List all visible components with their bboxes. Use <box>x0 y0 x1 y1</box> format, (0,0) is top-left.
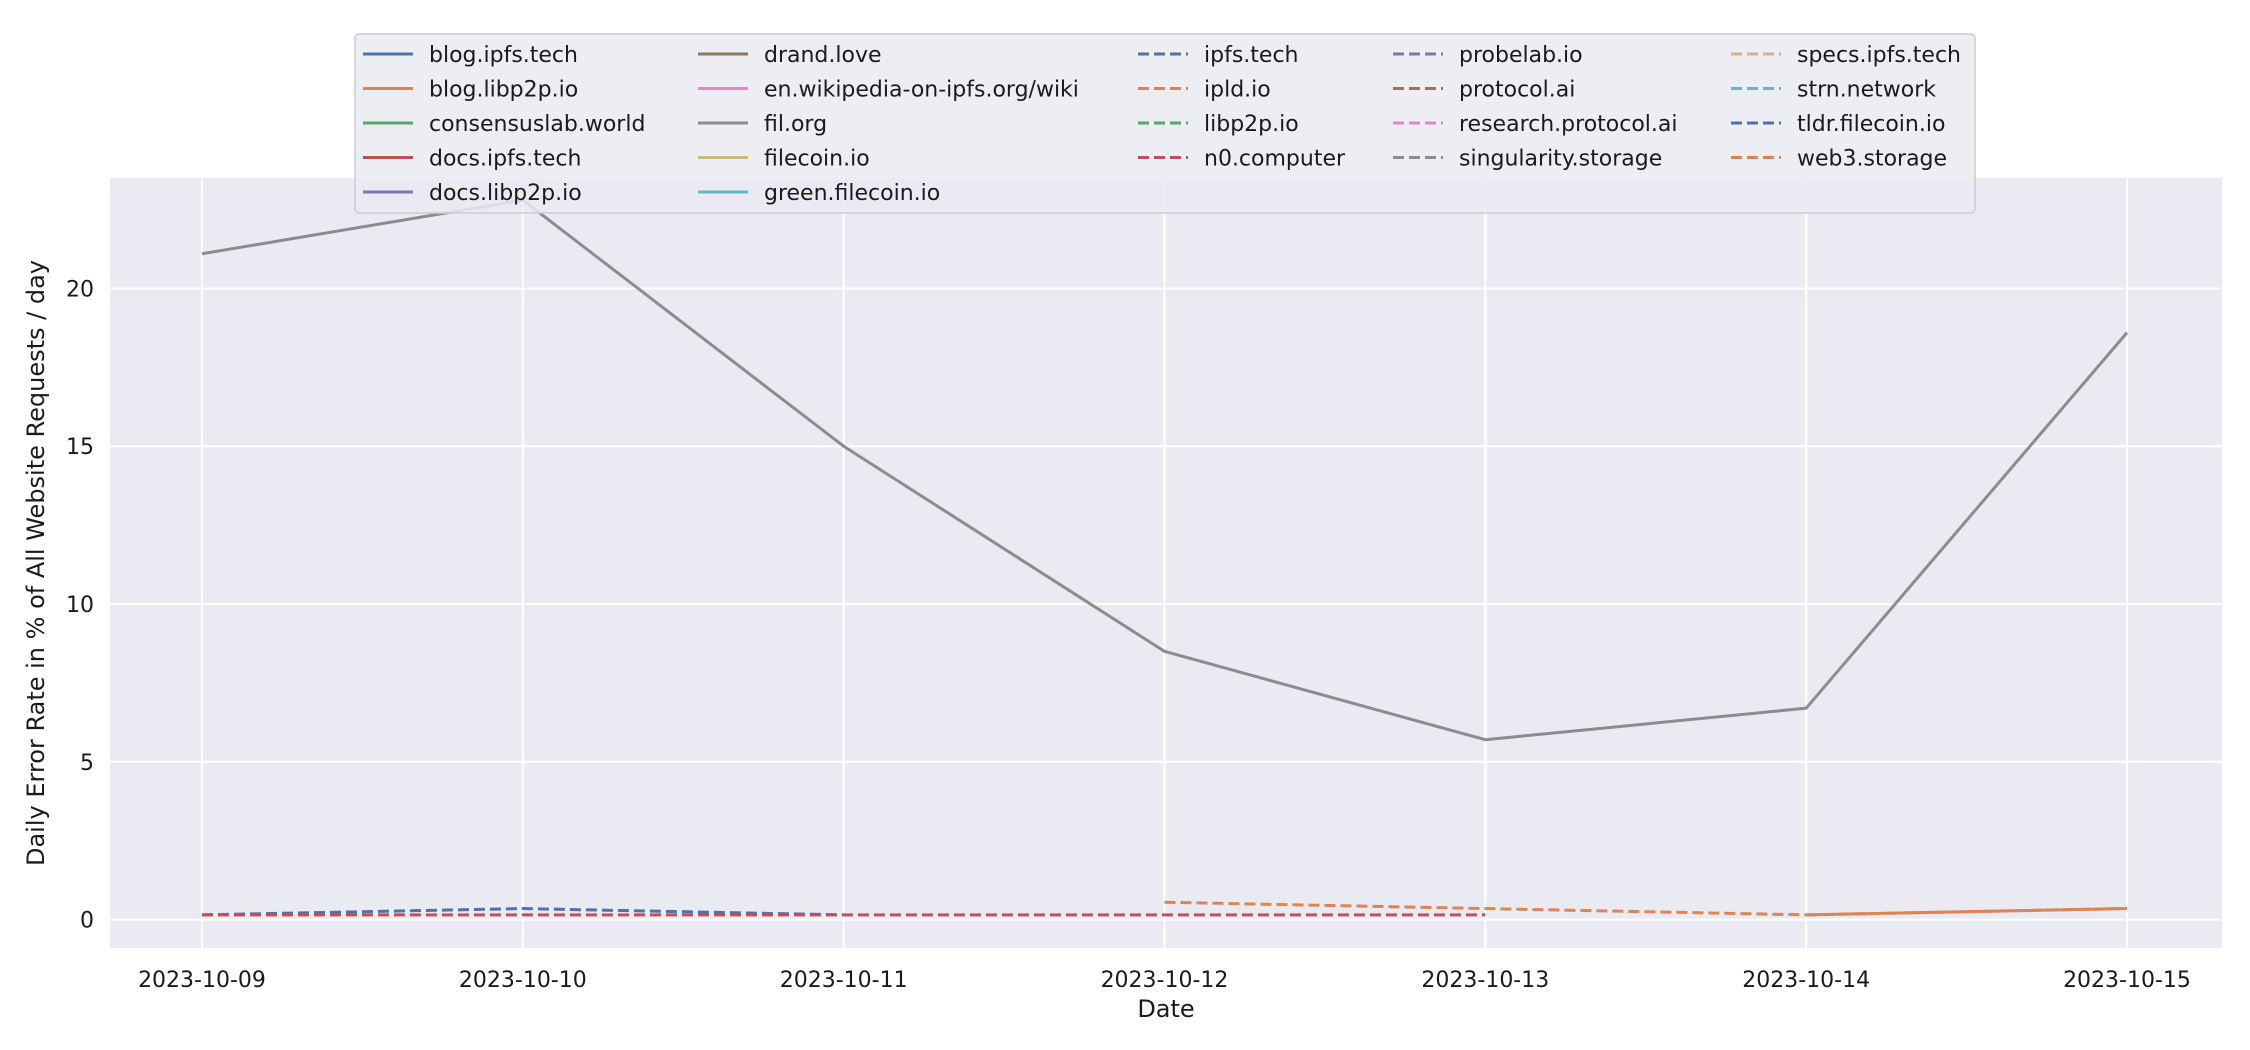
legend-label: ipld.io <box>1204 78 1271 103</box>
legend-item: ipld.io <box>1138 78 1271 103</box>
legend-item: singularity.storage <box>1393 147 1662 172</box>
grid <box>110 178 2222 948</box>
legend-label: tldr.filecoin.io <box>1797 112 1945 137</box>
series-ipfs-tech <box>201 907 844 917</box>
legend-item: docs.libp2p.io <box>363 181 582 206</box>
legend-item: strn.network <box>1731 78 1936 103</box>
series-ipld-io <box>1164 900 1807 917</box>
legend-item: blog.ipfs.tech <box>363 43 578 68</box>
legend-label: consensuslab.world <box>429 112 645 137</box>
legend-label: docs.libp2p.io <box>429 181 582 206</box>
series-line <box>1164 900 1807 917</box>
axis-ticks: 0 5 10 15 20 2023-10-09 2023-10-10 2023-10-11 20… <box>66 277 2191 993</box>
legend-item: drand.love <box>698 43 882 68</box>
x-axis-title: Date <box>1137 995 1194 1023</box>
legend-label: filecoin.io <box>764 147 870 172</box>
legend-label: ipfs.tech <box>1204 43 1298 68</box>
x-tick-label: 2023-10-13 <box>1421 968 1549 993</box>
legend-label: green.filecoin.io <box>764 181 940 206</box>
legend-item: probelab.io <box>1393 43 1583 68</box>
legend-item: docs.ipfs.tech <box>363 147 581 172</box>
legend-label: blog.libp2p.io <box>429 78 578 103</box>
legend-item: fil.org <box>698 112 827 137</box>
legend-item: en.wikipedia-on-ipfs.org/wiki <box>698 78 1079 103</box>
legend-label: probelab.io <box>1459 43 1583 68</box>
legend-label: web3.storage <box>1797 147 1947 172</box>
legend-label: fil.org <box>764 112 827 137</box>
y-axis-title: Daily Error Rate in % of All Website Req… <box>22 260 50 866</box>
legend-label: blog.ipfs.tech <box>429 43 578 68</box>
legend-label: specs.ipfs.tech <box>1797 43 1961 68</box>
x-tick-label: 2023-10-15 <box>2063 968 2191 993</box>
x-tick-label: 2023-10-10 <box>459 968 587 993</box>
series-line <box>201 907 844 917</box>
legend-label: research.protocol.ai <box>1459 112 1678 137</box>
legend-label: singularity.storage <box>1459 147 1662 172</box>
y-tick-label: 0 <box>80 909 94 934</box>
legend-label: strn.network <box>1797 78 1936 103</box>
legend-item: blog.libp2p.io <box>363 78 578 103</box>
legend-item: research.protocol.ai <box>1393 112 1678 137</box>
series-web3-storage <box>1806 907 2128 917</box>
x-tick-label: 2023-10-12 <box>1101 968 1229 993</box>
legend-item: consensuslab.world <box>363 112 645 137</box>
plot-background <box>110 178 2222 948</box>
y-tick-label: 15 <box>66 435 94 460</box>
legend-label: libp2p.io <box>1204 112 1299 137</box>
series-line <box>1806 907 2128 917</box>
legend-item: green.filecoin.io <box>698 181 940 206</box>
legend-item: specs.ipfs.tech <box>1731 43 1961 68</box>
legend: blog.ipfs.tech blog.libp2p.io consensuslab… <box>354 33 1976 214</box>
legend-label: n0.computer <box>1204 147 1346 172</box>
y-tick-label: 5 <box>80 751 94 776</box>
legend-item: protocol.ai <box>1393 78 1575 103</box>
y-tick-label: 10 <box>66 593 94 618</box>
legend-label: en.wikipedia-on-ipfs.org/wiki <box>764 78 1079 103</box>
legend-item: libp2p.io <box>1138 112 1299 137</box>
x-tick-label: 2023-10-14 <box>1742 968 1870 993</box>
x-tick-label: 2023-10-09 <box>138 968 266 993</box>
x-tick-label: 2023-10-11 <box>780 968 908 993</box>
legend-item: tldr.filecoin.io <box>1731 112 1945 137</box>
legend-label: drand.love <box>764 43 882 68</box>
legend-item: n0.computer <box>1138 147 1346 172</box>
legend-item: filecoin.io <box>698 147 870 172</box>
legend-item: ipfs.tech <box>1138 43 1298 68</box>
legend-item: web3.storage <box>1731 147 1947 172</box>
legend-label: protocol.ai <box>1459 78 1575 103</box>
y-tick-label: 20 <box>66 277 94 302</box>
legend-label: docs.ipfs.tech <box>429 147 581 172</box>
